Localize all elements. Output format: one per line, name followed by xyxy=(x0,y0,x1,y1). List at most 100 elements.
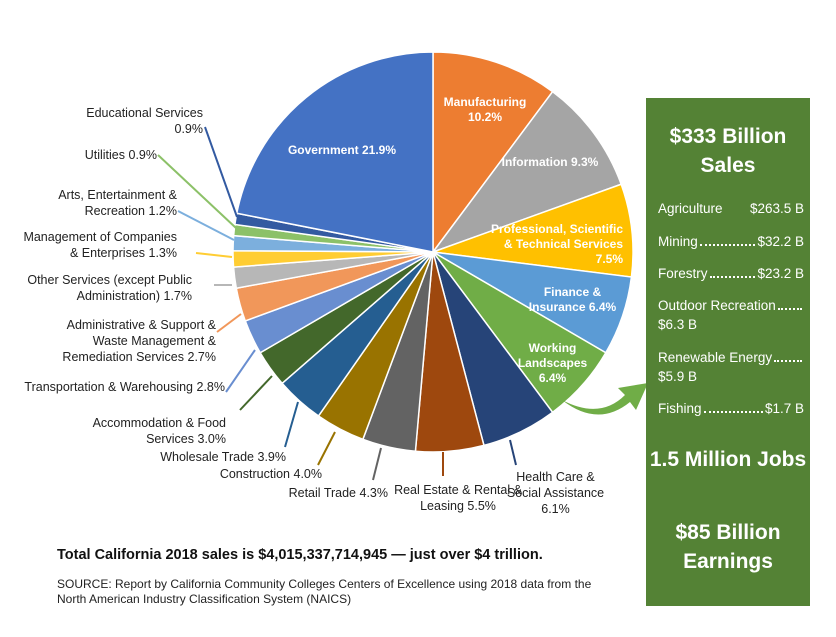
leader-line xyxy=(195,252,233,258)
slice-label: Health Care & Social Assistance 6.1% xyxy=(498,469,613,517)
slice xyxy=(430,90,623,254)
category-name: Arts, Entertainment & Recreation xyxy=(58,188,177,218)
dot-leader xyxy=(777,308,802,310)
value-label: 6.4% xyxy=(538,371,567,385)
panel-item: Agriculture $263.5 B xyxy=(658,199,804,218)
item-value: $32.2 B xyxy=(757,234,804,249)
item-value: $23.2 B xyxy=(757,266,804,281)
item-name: Renewable Energy xyxy=(658,350,773,365)
item-name: Forestry xyxy=(658,266,708,281)
slice-label: Management of Companies & Enterprises 1.… xyxy=(20,229,177,261)
leader-line xyxy=(216,313,242,333)
slice-label: Arts, Entertainment & Recreation 1.2% xyxy=(40,187,177,219)
value-label: 3.9% xyxy=(257,450,287,464)
slice-label: Construction 4.0% xyxy=(150,466,322,482)
category-name: Transportation & Warehousing xyxy=(24,380,194,394)
category-name: Working Landscapes xyxy=(517,341,588,370)
slice-label: Administrative & Support & Waste Managem… xyxy=(30,317,216,365)
value-label: 1.3% xyxy=(148,246,178,260)
value-label: 1.7% xyxy=(163,289,193,303)
panel-item: Renewable Energy $5.9 B xyxy=(658,348,804,386)
category-name: Health Care & Social Assistance xyxy=(506,470,605,500)
category-name: Retail Trade xyxy=(288,486,357,500)
item-value: $1.7 B xyxy=(764,401,804,416)
source: SOURCE: Report by California Community C… xyxy=(57,577,592,606)
category-name: Government xyxy=(287,143,359,157)
leader-line xyxy=(225,349,256,393)
item-value: $263.5 B xyxy=(749,201,804,216)
category-name: Information xyxy=(501,155,568,169)
leader-line xyxy=(509,439,517,466)
summary-panel: $333 Billion Sales Agriculture $263.5 B Mi… xyxy=(646,98,810,606)
item-value: $6.3 B xyxy=(658,317,698,332)
leader-line xyxy=(157,154,237,229)
slice-label: Working Landscapes 6.4% xyxy=(505,341,600,386)
slice-label: Manufacturing 10.2% xyxy=(430,95,540,125)
slice-label: Finance & Insurance 6.4% xyxy=(525,285,620,315)
value-label: 6.1% xyxy=(541,502,570,516)
slice-label: Other Services (except Public Administra… xyxy=(20,272,192,304)
arrow xyxy=(562,383,648,415)
category-name: Utilities xyxy=(84,148,126,162)
category-name: Accommodation & Food Services xyxy=(92,416,226,446)
leader-line xyxy=(204,126,238,218)
slice xyxy=(432,51,554,255)
dot-leader xyxy=(774,360,802,362)
item-name: Mining xyxy=(658,234,698,249)
dot-leader xyxy=(725,211,748,213)
category-name: Manufacturing xyxy=(443,95,527,109)
slice-label: Wholesale Trade 3.9% xyxy=(100,449,286,465)
value-label: 21.9% xyxy=(362,143,397,157)
value-label: 0.9% xyxy=(174,122,204,136)
value-label: 2.8% xyxy=(196,380,226,394)
value-label: 0.9% xyxy=(128,148,158,162)
total-note: Total California 2018 sales is $4,015,33… xyxy=(57,547,543,563)
slice-label: Information 9.3% xyxy=(495,155,605,170)
slice-label: Real Estate & Rental & Leasing 5.5% xyxy=(393,482,523,514)
value-label: 1.2% xyxy=(148,204,178,218)
category-name: Administrative & Support & Waste Managem… xyxy=(62,318,216,364)
value-label: 2.7% xyxy=(187,350,217,364)
panel-item: Fishing $1.7 B xyxy=(658,399,804,418)
category-name: Educational Services xyxy=(86,106,203,120)
dot-leader xyxy=(703,411,763,413)
panel-item: Outdoor Recreation $6.3 B xyxy=(658,296,804,334)
category-name: Finance & Insurance xyxy=(528,285,602,314)
leader-line xyxy=(317,431,336,466)
panel-item: Forestry $23.2 B xyxy=(658,264,804,283)
item-name: Fishing xyxy=(658,401,702,416)
earnings: $85 Billion Earnings xyxy=(675,521,781,573)
item-name: Agriculture xyxy=(658,201,723,216)
category-name: Wholesale Trade xyxy=(160,450,255,464)
panel-title: $333 Billion Sales xyxy=(669,125,787,177)
panel-item: Mining $32.2 B xyxy=(658,232,804,251)
item-name: Outdoor Recreation xyxy=(658,298,776,313)
slice-label: Retail Trade 4.3% xyxy=(250,485,388,501)
value-label: 5.5% xyxy=(467,499,496,513)
value-label: 4.0% xyxy=(293,467,323,481)
category-name: Other Services (except Public Administra… xyxy=(27,273,192,303)
value-label: 4.3% xyxy=(359,486,389,500)
value-label: 10.2% xyxy=(467,110,503,124)
leader-line xyxy=(372,447,382,481)
value-label: 9.3% xyxy=(570,155,599,169)
slice-label: Accommodation & Food Services 3.0% xyxy=(60,415,226,447)
slice-label: Educational Services 0.9% xyxy=(60,105,203,137)
slice-label: Government 21.9% xyxy=(282,143,402,158)
slice-label: Transportation & Warehousing 2.8% xyxy=(20,379,225,395)
value-label: 6.4% xyxy=(588,300,617,314)
slice-label: Professional, Scientific & Technical Ser… xyxy=(488,222,623,267)
category-name: Management of Companies & Enterprises xyxy=(23,230,177,260)
category-name: Real Estate & Rental & Leasing xyxy=(394,483,522,513)
dot-leader xyxy=(709,276,756,278)
dot-leader xyxy=(699,244,756,246)
value-label: 7.5% xyxy=(595,252,623,266)
leader-line xyxy=(177,210,235,241)
leader-line xyxy=(239,375,273,411)
value-label: 3.0% xyxy=(197,432,227,446)
slice xyxy=(235,51,434,253)
slice-label: Utilities 0.9% xyxy=(20,147,157,163)
category-name: Construction xyxy=(219,467,291,481)
